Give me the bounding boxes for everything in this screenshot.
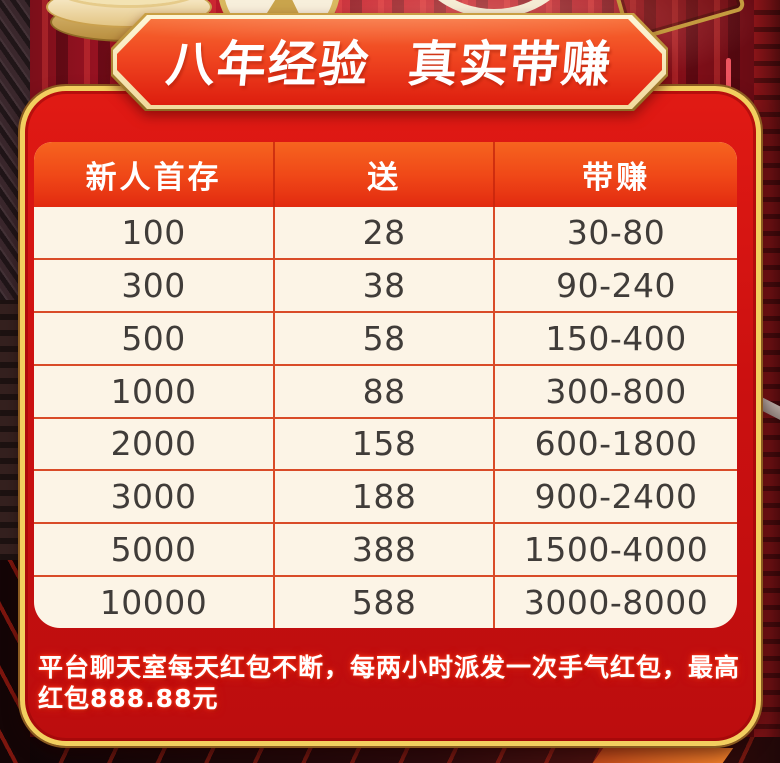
tagline-line-1: 平台聊天室每天红包不断，每两小时派发一次手气红包，最高 [38,653,741,682]
table-row: 300 38 90-240 [34,259,737,313]
tagline-line-2: 红包888.88元 [38,684,219,713]
tagline: 平台聊天室每天红包不断，每两小时派发一次手气红包，最高 红包888.88元 [38,652,743,714]
table-cell: 58 [275,312,496,364]
table-cell: 188 [275,471,496,523]
header-cell-deposit: 新人首存 [34,142,276,207]
table-header-row: 新人首存 送 带赚 [34,142,737,207]
table-cell: 90-240 [556,265,677,305]
table-cell: 388 [275,524,496,576]
header-cell-earn: 带赚 [582,160,651,196]
table-cell: 600-1800 [534,424,698,464]
floor-highlight [592,748,734,763]
table-row: 3000 188 900-2400 [34,471,737,525]
header-cell-bonus: 送 [275,142,496,207]
table-cell: 900-2400 [534,477,698,517]
table-cell: 30-80 [566,212,666,252]
table-cell: 1500-4000 [523,530,709,570]
table-cell: 3000-8000 [523,583,709,623]
table-cell: 28 [275,207,496,258]
table-cell: 588 [275,577,496,628]
table-row: 10000 588 3000-8000 [34,577,737,628]
table-cell: 158 [275,418,496,470]
table-cell: 38 [275,259,496,311]
table-row: 1000 88 300-800 [34,365,737,419]
promo-banner: 八年经验 真实带赚 [111,13,668,111]
banner-title: 八年经验 真实带赚 [163,36,615,94]
table-cell: 88 [275,365,496,417]
table-cell: 3000 [34,471,276,523]
deposit-table: 新人首存 送 带赚 100 28 30-80 300 38 90-240 500… [34,142,737,628]
table-cell: 300 [34,259,276,311]
table-body: 100 28 30-80 300 38 90-240 500 58 150-40… [34,207,737,628]
table-cell: 1000 [34,365,276,417]
table-cell: 100 [34,207,276,258]
table-row: 5000 388 1500-4000 [34,524,737,578]
table-cell: 500 [34,312,276,364]
promo-panel: 新人首存 送 带赚 100 28 30-80 300 38 90-240 500… [20,86,761,746]
table-cell: 2000 [34,418,276,470]
table-cell: 300-800 [545,371,687,411]
table-cell: 10000 [34,577,276,628]
table-cell: 150-400 [545,318,687,358]
table-cell: 5000 [34,524,276,576]
table-row: 100 28 30-80 [34,207,737,260]
table-row: 2000 158 600-1800 [34,418,737,472]
banner-fill [117,19,662,105]
table-row: 500 58 150-400 [34,312,737,366]
